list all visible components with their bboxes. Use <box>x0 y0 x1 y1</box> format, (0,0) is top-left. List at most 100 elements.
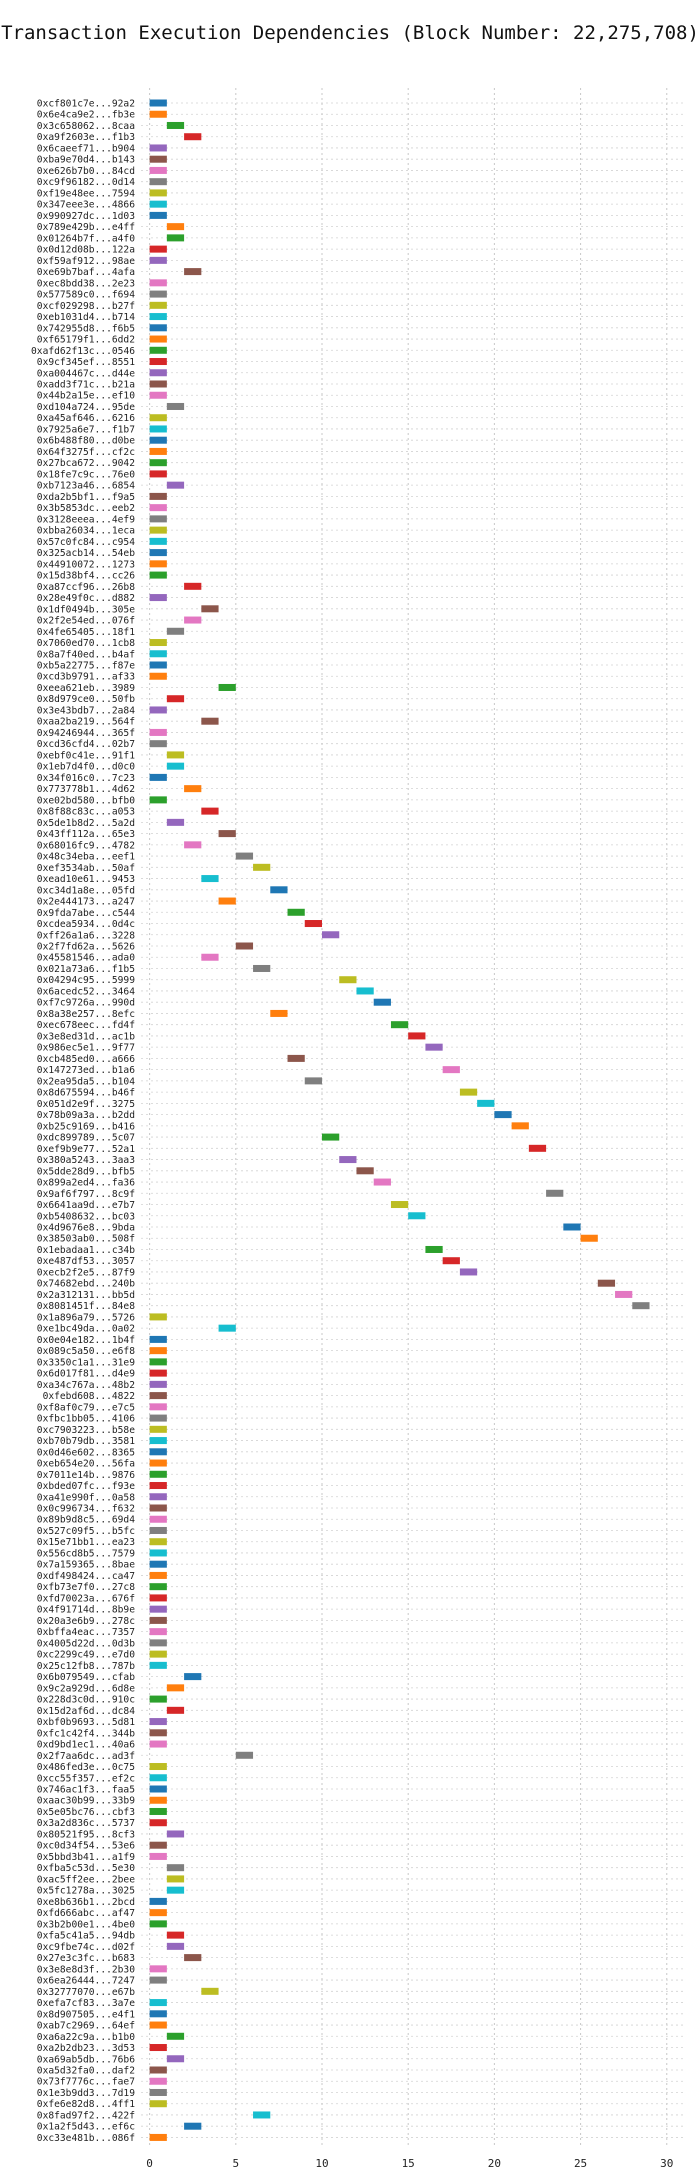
transaction-bar <box>149 1796 167 1804</box>
transaction-label: 0xcd36cfd4...02b7 <box>37 739 135 750</box>
transaction-label: 0x73f7776c...fae7 <box>37 2077 135 2088</box>
transaction-label: 0xdc899789...5c07 <box>37 1133 135 1144</box>
transaction-label: 0x15d38bf4...cc26 <box>37 571 135 582</box>
transaction-label: 0x1df0494b...305e <box>37 604 135 615</box>
transaction-label: 0x3b5853dc...eeb2 <box>37 503 135 514</box>
transaction-bar <box>218 830 236 838</box>
transaction-bar <box>597 1279 616 1287</box>
transaction-bar <box>287 1054 305 1062</box>
transaction-label: 0x57c0fc84...c954 <box>37 537 135 548</box>
transaction-bar <box>149 346 167 354</box>
transaction-label: 0x021a73a6...f1b5 <box>37 964 135 975</box>
transaction-bar <box>149 1729 167 1737</box>
transaction-bar <box>166 2055 185 2063</box>
transaction-label: 0x44b2a15e...ef10 <box>37 391 135 402</box>
transaction-label: 0x8a38e257...8efc <box>37 1009 135 1020</box>
transaction-bar <box>149 1358 167 1366</box>
transaction-bar <box>201 875 219 883</box>
transaction-label: 0x3b2b00e1...4be0 <box>37 1919 135 1930</box>
transaction-bar <box>149 2133 167 2141</box>
transaction-label: 0x89b9d8c5...69d4 <box>37 1515 135 1526</box>
transaction-label: 0x15e71bb1...ea23 <box>37 1537 135 1548</box>
transaction-bar <box>149 796 167 804</box>
transaction-bar <box>149 279 167 287</box>
transaction-bar <box>149 1403 167 1411</box>
transaction-label: 0x6b079549...cfab <box>37 1672 135 1683</box>
transaction-bar <box>149 1628 167 1636</box>
transaction-bar <box>149 773 167 781</box>
transaction-label: 0xf59af912...98ae <box>37 256 135 267</box>
transaction-bar <box>149 1526 167 1534</box>
transaction-label: 0xf7c9726a...990d <box>37 998 135 1009</box>
transaction-bar <box>201 717 219 725</box>
transaction-label: 0x6e4ca9e2...fb3e <box>37 110 135 121</box>
transaction-bar <box>149 99 167 107</box>
transaction-bar <box>149 369 167 377</box>
transaction-label: 0xc9fbe74c...d02f <box>37 1942 135 1953</box>
x-tick-label: 0 <box>146 2157 153 2170</box>
transaction-bar <box>166 1706 185 1714</box>
transaction-bar <box>373 1178 391 1186</box>
transaction-label: 0xa9f2603e...f1b3 <box>37 132 135 143</box>
transaction-label: 0xe487df53...3057 <box>37 1256 135 1267</box>
transaction-bar <box>511 1122 529 1130</box>
transaction-label: 0x7a159365...8bae <box>37 1560 135 1571</box>
transaction-bar <box>184 785 202 793</box>
transaction-label: 0x7011e14b...9876 <box>37 1470 135 1481</box>
transaction-label: 0xfba5c53d...5e30 <box>37 1863 135 1874</box>
transaction-bar <box>149 1909 167 1917</box>
transaction-label: 0xef3534ab...50af <box>37 863 135 874</box>
transaction-bar <box>270 1009 288 1017</box>
transaction-label: 0xfbc1bb05...4106 <box>37 1414 135 1425</box>
transaction-label: 0x5bbd3b41...a1f9 <box>37 1852 135 1863</box>
transaction-label: 0x2f2e54ed...076f <box>37 616 135 627</box>
transaction-label: 0xead10e61...9453 <box>37 874 135 885</box>
transaction-label: 0xc7903223...b58e <box>37 1425 135 1436</box>
transaction-bar <box>149 2077 167 2085</box>
transaction-bar <box>149 1425 167 1433</box>
transaction-label: 0x228d3c0d...910c <box>37 1695 135 1706</box>
transaction-bar <box>149 1819 167 1827</box>
transaction-bar <box>339 976 357 984</box>
transaction-bar <box>166 1886 185 1894</box>
chart-title: Transaction Execution Dependencies (Bloc… <box>1 22 699 44</box>
transaction-label: 0xba9e70d4...b143 <box>37 155 135 166</box>
transaction-label: 0x986ec5e1...9f77 <box>37 1043 135 1054</box>
transaction-bar <box>149 1785 167 1793</box>
transaction-bar <box>235 852 254 860</box>
transaction-bar <box>615 1290 633 1298</box>
x-tick-label: 5 <box>232 2157 239 2170</box>
transaction-label: 0x2e444173...a247 <box>37 897 135 908</box>
transaction-bar <box>184 1673 202 1681</box>
transaction-label: 0x9cf345ef...8551 <box>37 357 135 368</box>
transaction-bar <box>149 1459 167 1467</box>
transaction-bar <box>218 1324 236 1332</box>
transaction-label: 0x0d46e602...8365 <box>37 1447 135 1458</box>
transaction-bar <box>149 1740 167 1748</box>
transaction-label: 0xecb2f2e5...87f9 <box>37 1267 135 1278</box>
transaction-bar <box>218 683 236 691</box>
transaction-bar <box>166 481 185 489</box>
transaction-bar <box>149 2100 167 2108</box>
transaction-label: 0xf65179f1...6dd2 <box>37 335 135 346</box>
transaction-label: 0xda2b5bf1...f9a5 <box>37 492 135 503</box>
transaction-bar <box>149 571 167 579</box>
transaction-bar <box>149 1549 167 1557</box>
transaction-bar <box>149 144 167 152</box>
transaction-bar <box>149 189 167 197</box>
transaction-label: 0x3a2d836c...5737 <box>37 1818 135 1829</box>
transaction-bar <box>442 1066 460 1074</box>
transaction-bar <box>184 841 202 849</box>
transaction-bar <box>149 1807 167 1815</box>
transaction-label: 0xec8bdd38...2e23 <box>37 278 135 289</box>
transaction-bar <box>149 639 167 647</box>
transaction-label: 0xf8af0c79...e7c5 <box>37 1402 135 1413</box>
transaction-label: 0xa45af646...6216 <box>37 413 135 424</box>
transaction-label: 0x68016fc9...4782 <box>37 840 135 851</box>
transaction-label: 0xfd666abc...af47 <box>37 1908 135 1919</box>
transaction-label: 0x5de1b8d2...5a2d <box>37 818 135 829</box>
transaction-label: 0xa2b2db23...3d53 <box>37 2043 135 2054</box>
transaction-label: 0xcc55f357...ef2c <box>37 1773 135 1784</box>
transaction-label: 0xcd3b9791...af33 <box>37 672 135 683</box>
transaction-label: 0xfd70023a...676f <box>37 1593 135 1604</box>
